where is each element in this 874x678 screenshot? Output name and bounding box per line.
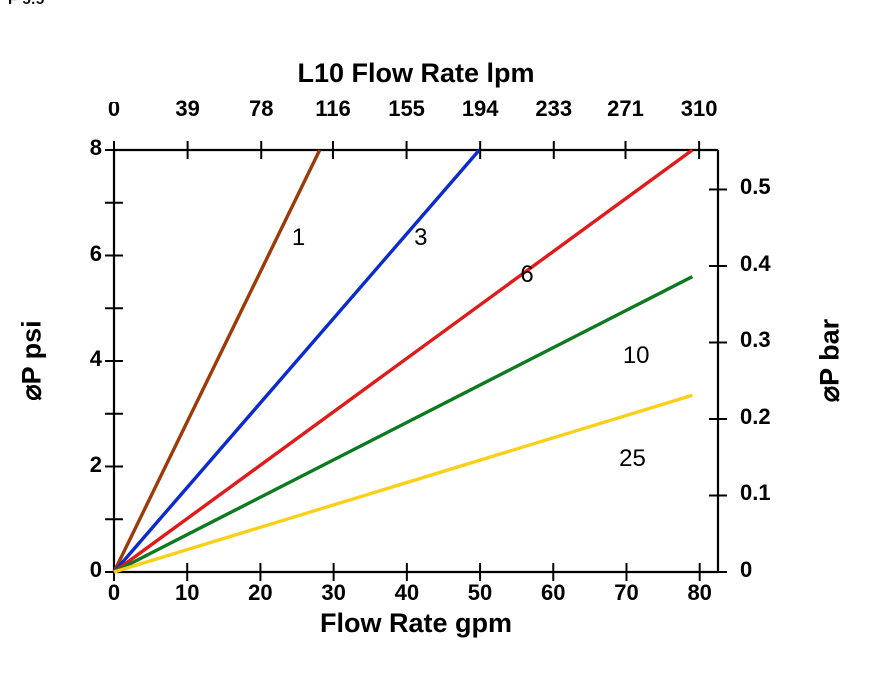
bottom-axis-title: Flow Rate gpm (319, 608, 512, 638)
series-label-3: 3 (414, 223, 428, 251)
clipped-top-text: F 5.5 (8, 0, 45, 8)
tick-label-right-0.1: 0.1 (740, 480, 771, 506)
series-label-1: 1 (291, 223, 306, 251)
series-label-25: 25 (619, 445, 646, 473)
tick-label-bottom-40: 40 (394, 580, 420, 605)
tick-label-left-2: 2 (89, 451, 102, 477)
tick-label-top-0: 0 (107, 102, 121, 119)
tick-label-top-194: 194 (461, 96, 499, 121)
tick-label-top-155: 155 (388, 96, 425, 121)
tick-label-bottom-70: 70 (614, 580, 639, 605)
tick-label-left-0: 0 (89, 557, 102, 582)
top-axis-title: L10 Flow Rate lpm (297, 58, 535, 88)
tick-label-right-0.2: 0.2 (740, 403, 771, 429)
series-label-10: 10 (622, 342, 650, 370)
tick-label-top-116: 116 (315, 96, 351, 121)
tick-label-bottom-30: 30 (321, 580, 346, 605)
tick-label-bottom-60: 60 (541, 580, 566, 605)
tick-label-right-0.4: 0.4 (740, 250, 771, 276)
tick-label-top-39: 39 (175, 96, 200, 121)
tick-label-right-0.5: 0.5 (740, 174, 771, 200)
tick-label-left-6: 6 (89, 240, 102, 266)
tick-label-top-233: 233 (535, 96, 573, 121)
tick-label-bottom-0: 0 (107, 580, 121, 605)
series-line-3 (112, 148, 481, 574)
tick-label-top-271: 271 (607, 96, 644, 121)
tick-label-bottom-20: 20 (248, 580, 273, 605)
series-line-25 (113, 393, 693, 574)
tick-label-bottom-80: 80 (687, 580, 712, 605)
series-line-6 (112, 148, 694, 574)
series-label-6: 6 (520, 260, 534, 288)
tick-label-left-8: 8 (89, 135, 102, 160)
tick-label-left-4: 4 (89, 346, 102, 371)
tick-label-top-78: 78 (248, 96, 274, 121)
tick-label-bottom-50: 50 (467, 580, 493, 605)
tick-label-top-310: 310 (680, 96, 718, 121)
series-line-1 (112, 149, 322, 573)
data-series (112, 148, 694, 574)
series-line-10 (113, 275, 694, 574)
tick-label-right-0: 0 (740, 557, 753, 582)
tick-label-bottom-10: 10 (174, 580, 200, 605)
tick-label-right-0.3: 0.3 (740, 327, 771, 353)
